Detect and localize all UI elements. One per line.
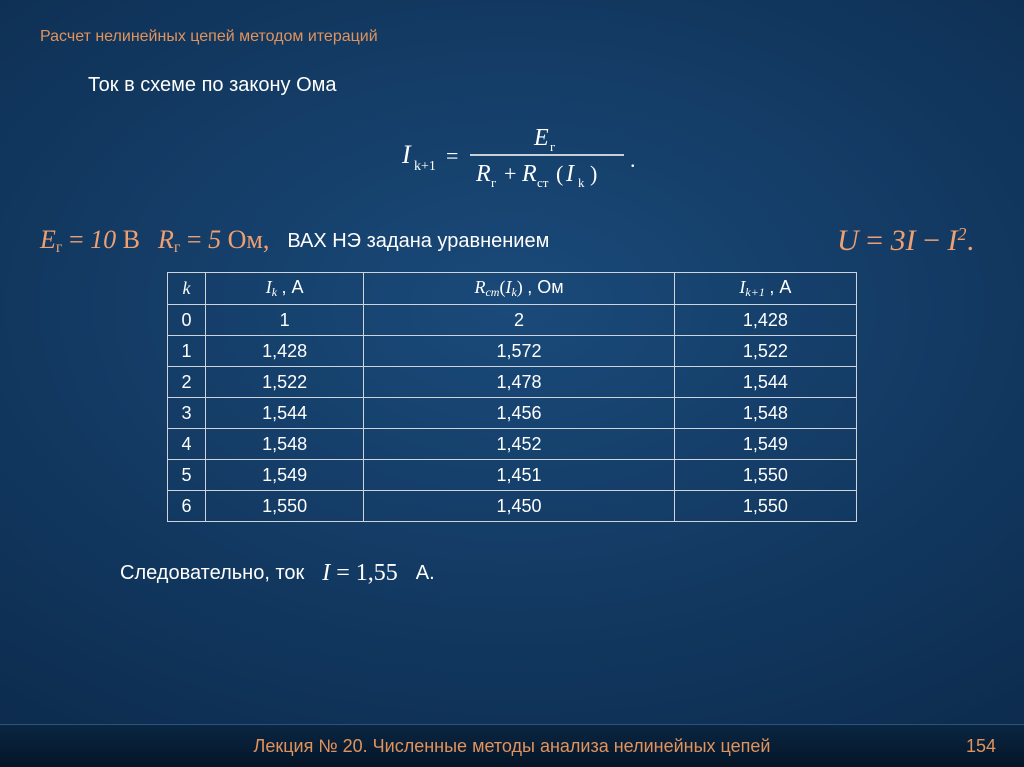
subtitle: Ток в схеме по закону Ома <box>88 74 984 97</box>
main-formula: I k+1 = E г R г + R ст ( I k ) . <box>40 115 984 200</box>
table-header-0: k <box>168 273 206 305</box>
table-cell: 1,544 <box>674 367 856 398</box>
formula-arg-var: I <box>565 161 575 187</box>
param-E-unit: В <box>123 225 140 254</box>
period: . <box>630 147 636 172</box>
table-cell: 1,548 <box>205 429 363 460</box>
table-cell: 2 <box>364 305 674 336</box>
table-header-1: Ik , А <box>205 273 363 305</box>
footer-text: Лекция № 20. Численные методы анализа не… <box>0 736 1024 757</box>
table-cell: 1,550 <box>205 491 363 522</box>
table-cell: 6 <box>168 491 206 522</box>
table-header-3: Ik+1 , А <box>674 273 856 305</box>
topic-heading: Расчет нелинейных цепей методом итераций <box>40 28 984 46</box>
param-R-value: 5 <box>208 225 221 254</box>
table-cell: 1,451 <box>364 460 674 491</box>
conclusion-unit: А. <box>416 562 435 585</box>
table-cell: 1 <box>205 305 363 336</box>
param-E-var: E <box>40 225 56 254</box>
param-R-sub: г <box>174 239 181 256</box>
formula-num-var: E <box>533 125 549 151</box>
table-row: 11,4281,5721,522 <box>168 336 857 367</box>
formula-arg-sub: k <box>578 175 585 190</box>
u-rhs-a: 3I <box>891 224 916 257</box>
table-cell: 1,522 <box>674 336 856 367</box>
plus-sign: + <box>504 161 516 186</box>
param-R: Rг = 5 Ом, <box>158 225 269 257</box>
param-E-sub: г <box>56 239 63 256</box>
conclusion: Следовательно, ток I = 1,55 А. <box>120 560 984 587</box>
table-row: 51,5491,4511,550 <box>168 460 857 491</box>
table-row: 61,5501,4501,550 <box>168 491 857 522</box>
formula-denL-sub: г <box>491 175 496 190</box>
formula-denR-var: R <box>521 161 537 187</box>
table-cell: 1,572 <box>364 336 674 367</box>
table-cell: 1,550 <box>674 491 856 522</box>
param-E: Eг = 10 В <box>40 225 140 257</box>
table-cell: 2 <box>168 367 206 398</box>
formula-num-sub: г <box>550 139 555 154</box>
table-row: 41,5481,4521,549 <box>168 429 857 460</box>
table-row: 31,5441,4561,548 <box>168 398 857 429</box>
vah-text: ВАХ НЭ задана уравнением <box>287 230 549 253</box>
table-cell: 1,478 <box>364 367 674 398</box>
table-cell: 3 <box>168 398 206 429</box>
conclusion-prefix: Следовательно, ток <box>120 562 304 585</box>
table-cell: 4 <box>168 429 206 460</box>
table-cell: 1,450 <box>364 491 674 522</box>
table-cell: 1,452 <box>364 429 674 460</box>
conclusion-value: 1,55 <box>356 560 398 586</box>
equals-sign: = <box>446 143 458 168</box>
conclusion-eq: I = 1,55 <box>322 560 398 587</box>
params-row: Eг = 10 В Rг = 5 Ом, ВАХ НЭ задана уравн… <box>40 224 984 258</box>
conclusion-var: I <box>322 560 330 586</box>
u-lhs: U <box>837 224 859 257</box>
close-paren: ) <box>590 161 597 186</box>
table-cell: 1,550 <box>674 460 856 491</box>
u-equation: U = 3I − I2. <box>837 224 984 258</box>
table-cell: 1,548 <box>674 398 856 429</box>
table-cell: 0 <box>168 305 206 336</box>
slide: Расчет нелинейных цепей методом итераций… <box>0 0 1024 767</box>
table-row: 0121,428 <box>168 305 857 336</box>
table-header-2: Rст(Ik) , Ом <box>364 273 674 305</box>
table-cell: 1,549 <box>205 460 363 491</box>
table-cell: 1 <box>168 336 206 367</box>
formula-denR-sub: ст <box>537 175 549 190</box>
formula-lhs-var: I <box>401 140 412 169</box>
iteration-table: kIk , АRст(Ik) , ОмIk+1 , А 0121,42811,4… <box>167 272 857 522</box>
u-rhs-exp: 2 <box>958 224 967 244</box>
formula-lhs-sub: k+1 <box>414 159 436 174</box>
table-cell: 1,456 <box>364 398 674 429</box>
table-cell: 1,428 <box>205 336 363 367</box>
param-R-var: R <box>158 225 174 254</box>
table-cell: 5 <box>168 460 206 491</box>
table-cell: 1,549 <box>674 429 856 460</box>
footer-bar: Лекция № 20. Численные методы анализа не… <box>0 724 1024 767</box>
table-cell: 1,544 <box>205 398 363 429</box>
table-row: 21,5221,4781,544 <box>168 367 857 398</box>
u-rhs-b: I <box>948 224 958 257</box>
param-E-value: 10 <box>90 225 116 254</box>
table-cell: 1,428 <box>674 305 856 336</box>
table-cell: 1,522 <box>205 367 363 398</box>
page-number: 154 <box>966 736 996 757</box>
param-R-unit: Ом, <box>228 225 270 254</box>
formula-denL-var: R <box>475 161 491 187</box>
open-paren: ( <box>556 161 563 186</box>
